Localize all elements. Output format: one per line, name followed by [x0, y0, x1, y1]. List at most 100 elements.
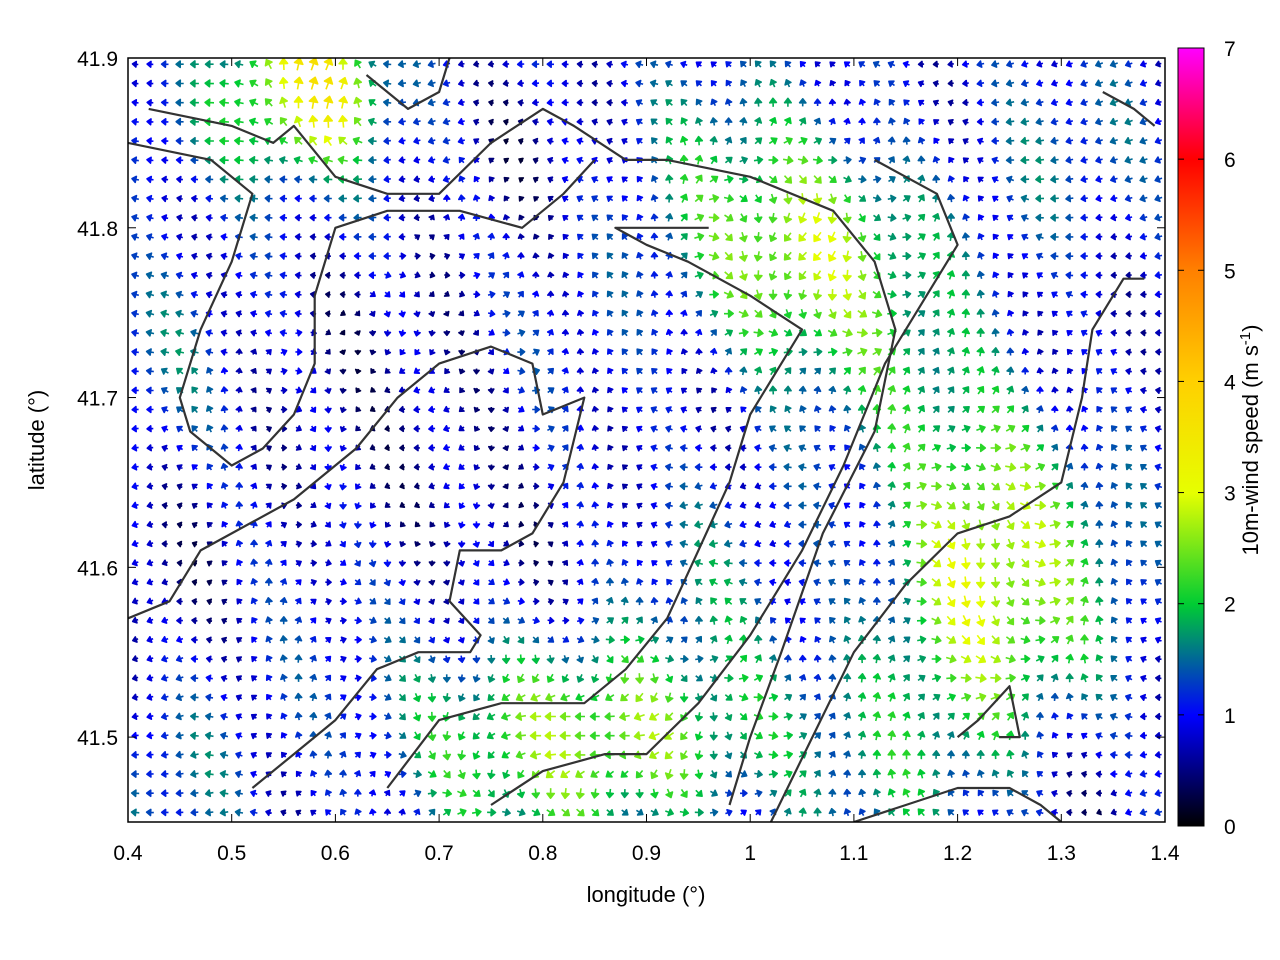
wind-arrow: [175, 348, 185, 356]
wind-arrow: [636, 387, 643, 394]
wind-arrow: [399, 463, 405, 471]
wind-arrow: [205, 655, 213, 663]
wind-arrow: [813, 559, 822, 567]
wind-arrow: [606, 597, 614, 606]
wind-arrow: [607, 406, 614, 413]
wind-arrow: [191, 617, 198, 625]
wind-arrow: [650, 387, 658, 394]
wind-arrow: [250, 463, 257, 471]
wind-arrow: [176, 425, 184, 433]
wind-arrow: [621, 348, 629, 356]
wind-arrow: [264, 98, 273, 107]
wind-arrow: [843, 808, 851, 817]
wind-arrow: [249, 117, 259, 126]
wind-arrow: [1066, 712, 1074, 720]
wind-arrow: [1109, 156, 1118, 164]
wind-arrow: [754, 79, 762, 88]
wind-arrow: [813, 193, 823, 205]
wind-arrow: [976, 270, 985, 279]
wind-arrow: [176, 214, 183, 222]
wind-arrow: [191, 636, 198, 644]
wind-arrow: [458, 579, 465, 586]
wind-arrow: [1006, 577, 1015, 588]
wind-arrow: [694, 194, 704, 203]
wind-arrow: [190, 329, 199, 337]
wind-arrow: [384, 271, 392, 279]
wind-arrow: [947, 519, 956, 530]
wind-arrow: [843, 117, 851, 126]
wind-arrow: [547, 522, 554, 529]
wind-arrow: [589, 712, 600, 721]
wind-arrow: [339, 559, 347, 566]
wind-arrow: [146, 79, 154, 88]
wind-arrow: [413, 214, 420, 221]
wind-arrow: [310, 579, 317, 586]
wind-arrow: [961, 635, 971, 645]
wind-arrow: [161, 387, 169, 394]
wind-arrow: [828, 712, 836, 721]
wind-arrow: [413, 386, 421, 394]
wind-arrow: [857, 347, 868, 356]
wind-arrow: [576, 214, 584, 222]
contour-lines: [128, 58, 1156, 822]
wind-arrow: [1095, 348, 1103, 356]
wind-arrow: [783, 770, 793, 778]
wind-arrow: [724, 520, 733, 529]
wind-arrow: [251, 656, 258, 663]
wind-arrow: [888, 559, 895, 567]
wind-arrow: [576, 808, 585, 817]
wind-arrow: [547, 195, 554, 202]
wind-arrow: [518, 559, 525, 567]
wind-arrow: [339, 329, 346, 336]
wind-arrow: [1035, 655, 1045, 663]
wind-arrow: [339, 271, 346, 279]
wind-arrow: [947, 596, 956, 608]
wind-arrow: [458, 233, 465, 240]
wind-arrow: [355, 483, 362, 490]
wind-arrow: [576, 348, 584, 355]
wind-arrow: [561, 386, 569, 394]
wind-arrow: [235, 520, 243, 529]
x-tick-label: 1.1: [839, 842, 868, 865]
wind-arrow: [694, 482, 703, 490]
wind-arrow: [517, 233, 525, 240]
wind-arrow: [235, 424, 243, 432]
wind-arrow: [443, 540, 451, 548]
wind-arrow: [1125, 348, 1132, 356]
wind-arrow: [591, 329, 599, 337]
wind-arrow: [413, 329, 421, 337]
wind-arrow: [665, 309, 673, 317]
wind-arrow: [977, 251, 985, 260]
wind-arrow: [503, 118, 509, 126]
wind-arrow: [562, 215, 569, 222]
wind-arrow: [665, 328, 673, 337]
wind-arrow: [799, 674, 807, 682]
wind-arrow: [783, 137, 793, 145]
wind-arrow: [368, 60, 377, 68]
wind-arrow: [977, 769, 985, 778]
wind-arrow: [709, 731, 718, 741]
wind-arrow: [709, 309, 719, 318]
wind-arrow: [651, 348, 658, 356]
wind-arrow: [769, 501, 777, 509]
wind-arrow: [843, 367, 851, 375]
wind-arrow: [738, 693, 749, 702]
wind-arrow: [976, 366, 985, 376]
wind-arrow: [1006, 366, 1015, 376]
wind-arrow: [917, 712, 925, 721]
wind-arrow: [1036, 348, 1044, 355]
wind-arrow: [1081, 693, 1089, 701]
colorbar-label: 10m-wind speed (m s-1): [1237, 325, 1263, 556]
wind-arrow: [961, 538, 971, 550]
wind-arrow: [368, 789, 377, 797]
wind-arrow: [738, 328, 749, 337]
wind-arrow: [650, 482, 658, 490]
wind-arrow: [294, 290, 302, 299]
wind-arrow: [280, 578, 288, 586]
wind-arrow: [829, 80, 836, 87]
wind-arrow: [947, 213, 955, 222]
wind-arrow: [146, 674, 154, 682]
wind-arrow: [1154, 137, 1163, 145]
wind-arrow: [948, 156, 955, 164]
wind-arrow: [636, 138, 643, 145]
